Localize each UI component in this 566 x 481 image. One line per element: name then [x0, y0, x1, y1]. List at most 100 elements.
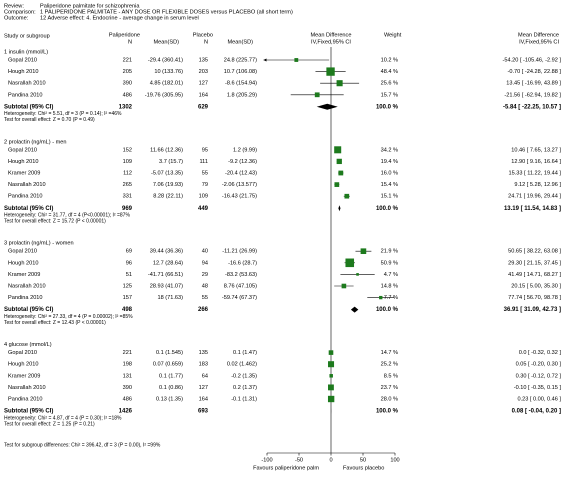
ctl-n: 135 — [199, 57, 208, 63]
exp-mean-sd: 4.85 (182.01) — [150, 81, 183, 87]
heterogeneity: Heterogeneity: Chi² = 5.51, df = 3 (P = … — [4, 111, 122, 117]
effect-estimate: 0.30 [ -0.12, 0.72 ] — [516, 373, 562, 379]
exp-n: 152 — [123, 147, 132, 153]
x-tick-label: -50 — [295, 457, 303, 463]
study-name: Pandina 2010 — [8, 92, 43, 98]
subtotal-ctl-n: 449 — [198, 206, 209, 212]
weight: 50.9 % — [381, 260, 398, 266]
effect-estimate: 0.05 [ -0.20, 0.30 ] — [516, 362, 562, 368]
ctl-mean-sd: -0.2 (1.35) — [231, 373, 257, 379]
subtotal-weight: 100.0 % — [376, 307, 399, 313]
column-header: Mean Difference — [311, 32, 352, 38]
weight: 8.5 % — [384, 373, 398, 379]
ctl-mean-sd: 10.7 (106.08) — [224, 69, 257, 75]
x-tick-label: 100 — [390, 457, 399, 463]
weight: 19.4 % — [381, 159, 398, 165]
column-header: Mean(SD) — [228, 39, 254, 45]
subtotal-label: Subtotal (95% CI) — [4, 307, 53, 313]
exp-n: 221 — [123, 57, 132, 63]
subtotal-diamond — [350, 306, 359, 313]
ctl-mean-sd: 0.1 (1.47) — [233, 350, 257, 356]
exp-mean-sd: 8.28 (22.11) — [153, 194, 183, 200]
study-square — [329, 374, 333, 378]
column-header: N — [204, 39, 208, 45]
ctl-n: 127 — [199, 385, 208, 391]
study-name: Hough 2010 — [8, 159, 38, 165]
ctl-n: 40 — [202, 249, 208, 255]
ctl-n: 94 — [202, 260, 208, 266]
exp-n: 96 — [126, 260, 132, 266]
exp-mean-sd: -19.76 (305.95) — [145, 92, 183, 98]
study-square — [326, 67, 335, 76]
exp-mean-sd: 11.66 (12.36) — [150, 147, 183, 153]
comparison-label: Comparison: — [4, 9, 36, 15]
exp-n: 390 — [123, 385, 132, 391]
ctl-mean-sd: 1.8 (205.29) — [227, 92, 257, 98]
exp-n: 390 — [123, 81, 132, 87]
outcome: 12 Adverse effect: 4. Endocrine - averag… — [40, 15, 199, 21]
ctl-mean-sd: -9.2 (12.36) — [228, 159, 257, 165]
weight: 15.1 % — [381, 194, 398, 200]
exp-n: 125 — [123, 283, 132, 289]
heterogeneity: Heterogeneity: Chi² = 27.33, df = 4 (P =… — [4, 314, 133, 320]
ctl-n: 29 — [202, 272, 208, 278]
column-header: Mean Difference — [518, 32, 559, 38]
ctl-mean-sd: -2.06 (13.577) — [222, 182, 257, 188]
effect-estimate: -0.70 [ -24.28, 22.88 ] — [508, 69, 562, 75]
comparison: 1 PALIPERIDONE PALMITATE - ANY DOSE OR F… — [40, 9, 293, 15]
study-name: Hough 2010 — [8, 260, 38, 266]
column-header: N — [128, 39, 132, 45]
study-name: Hough 2010 — [8, 362, 38, 368]
study-square — [328, 361, 335, 368]
ctl-n: 48 — [202, 283, 208, 289]
column-header: IV,Fixed,95% CI — [311, 39, 351, 45]
subgroup-differences: Test for subgroup differences: Chi² = 39… — [4, 442, 161, 448]
exp-n: 486 — [123, 396, 132, 402]
weight: 25.6 % — [381, 81, 398, 87]
weight: 28.0 % — [381, 396, 398, 402]
subtotal-weight: 100.0 % — [376, 104, 399, 110]
favours-right: Favours placebo — [343, 465, 384, 471]
exp-mean-sd: -41.71 (66.51) — [148, 272, 183, 278]
study-square — [328, 350, 334, 355]
effect-estimate: 77.74 [ 56.70, 98.78 ] — [508, 295, 561, 301]
column-header: Paliperidone — [109, 32, 140, 38]
effect-estimate: 9.12 [ 5.28, 12.96 ] — [514, 182, 561, 188]
ctl-mean-sd: -59.74 (67.37) — [222, 295, 257, 301]
subgroup-title: 4 glucose (mmol/L) — [4, 342, 52, 348]
study-name: Kramer 2009 — [8, 373, 40, 379]
outcome-label: Outcome: — [4, 15, 29, 21]
overall-effect: Test for overall effect: Z = 12.43 (P < … — [4, 320, 106, 326]
ctl-n: 95 — [202, 147, 208, 153]
study-name: Gopal 2010 — [8, 57, 37, 63]
study-square — [334, 182, 340, 187]
overall-effect: Test for overall effect: Z = 15.72 (P < … — [4, 219, 106, 225]
x-tick-label: 50 — [360, 457, 366, 463]
subtotal-label: Subtotal (95% CI) — [4, 409, 53, 415]
study-square — [328, 384, 334, 391]
exp-mean-sd: 0.1 (1.77) — [159, 373, 183, 379]
study-square — [294, 58, 299, 62]
column-header: Study or subgroup — [4, 33, 50, 39]
ctl-n: 111 — [199, 159, 208, 165]
study-name: Gopal 2010 — [8, 350, 37, 356]
column-header: Placebo — [193, 32, 213, 38]
exp-mean-sd: 0.1 (0.86) — [159, 385, 183, 391]
overall-effect: Test for overall effect: Z = 1.25 (P = 0… — [4, 421, 95, 427]
subtotal-estimate: 13.19 [ 11.54, 14.83 ] — [504, 206, 561, 212]
weight: 15.4 % — [381, 182, 398, 188]
column-header: Weight — [384, 32, 402, 38]
study-square — [336, 80, 343, 87]
subtotal-estimate: 36.91 [ 31.09, 42.73 ] — [504, 307, 561, 313]
ctl-n: 55 — [202, 295, 208, 301]
weight: 34.2 % — [381, 147, 398, 153]
weight: 10.2 % — [381, 57, 398, 63]
exp-mean-sd: 3.7 (15.7) — [159, 159, 183, 165]
study-name: Nasrallah 2010 — [8, 283, 46, 289]
ctl-mean-sd: 24.8 (225.77) — [224, 57, 257, 63]
study-square — [344, 193, 350, 199]
study-square — [336, 158, 342, 165]
ctl-n: 164 — [199, 92, 208, 98]
effect-estimate: 41.49 [ 14.71, 68.27 ] — [508, 272, 561, 278]
weight: 4.7 % — [384, 272, 398, 278]
